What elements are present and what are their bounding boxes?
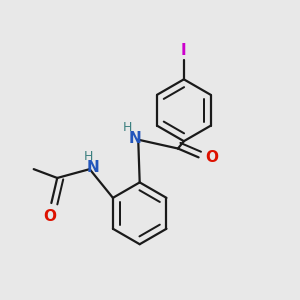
Text: I: I bbox=[181, 43, 187, 58]
Text: O: O bbox=[44, 209, 56, 224]
Text: H: H bbox=[122, 122, 132, 134]
Text: H: H bbox=[83, 150, 93, 163]
Text: N: N bbox=[128, 131, 141, 146]
Text: N: N bbox=[86, 160, 99, 175]
Text: O: O bbox=[205, 150, 218, 165]
